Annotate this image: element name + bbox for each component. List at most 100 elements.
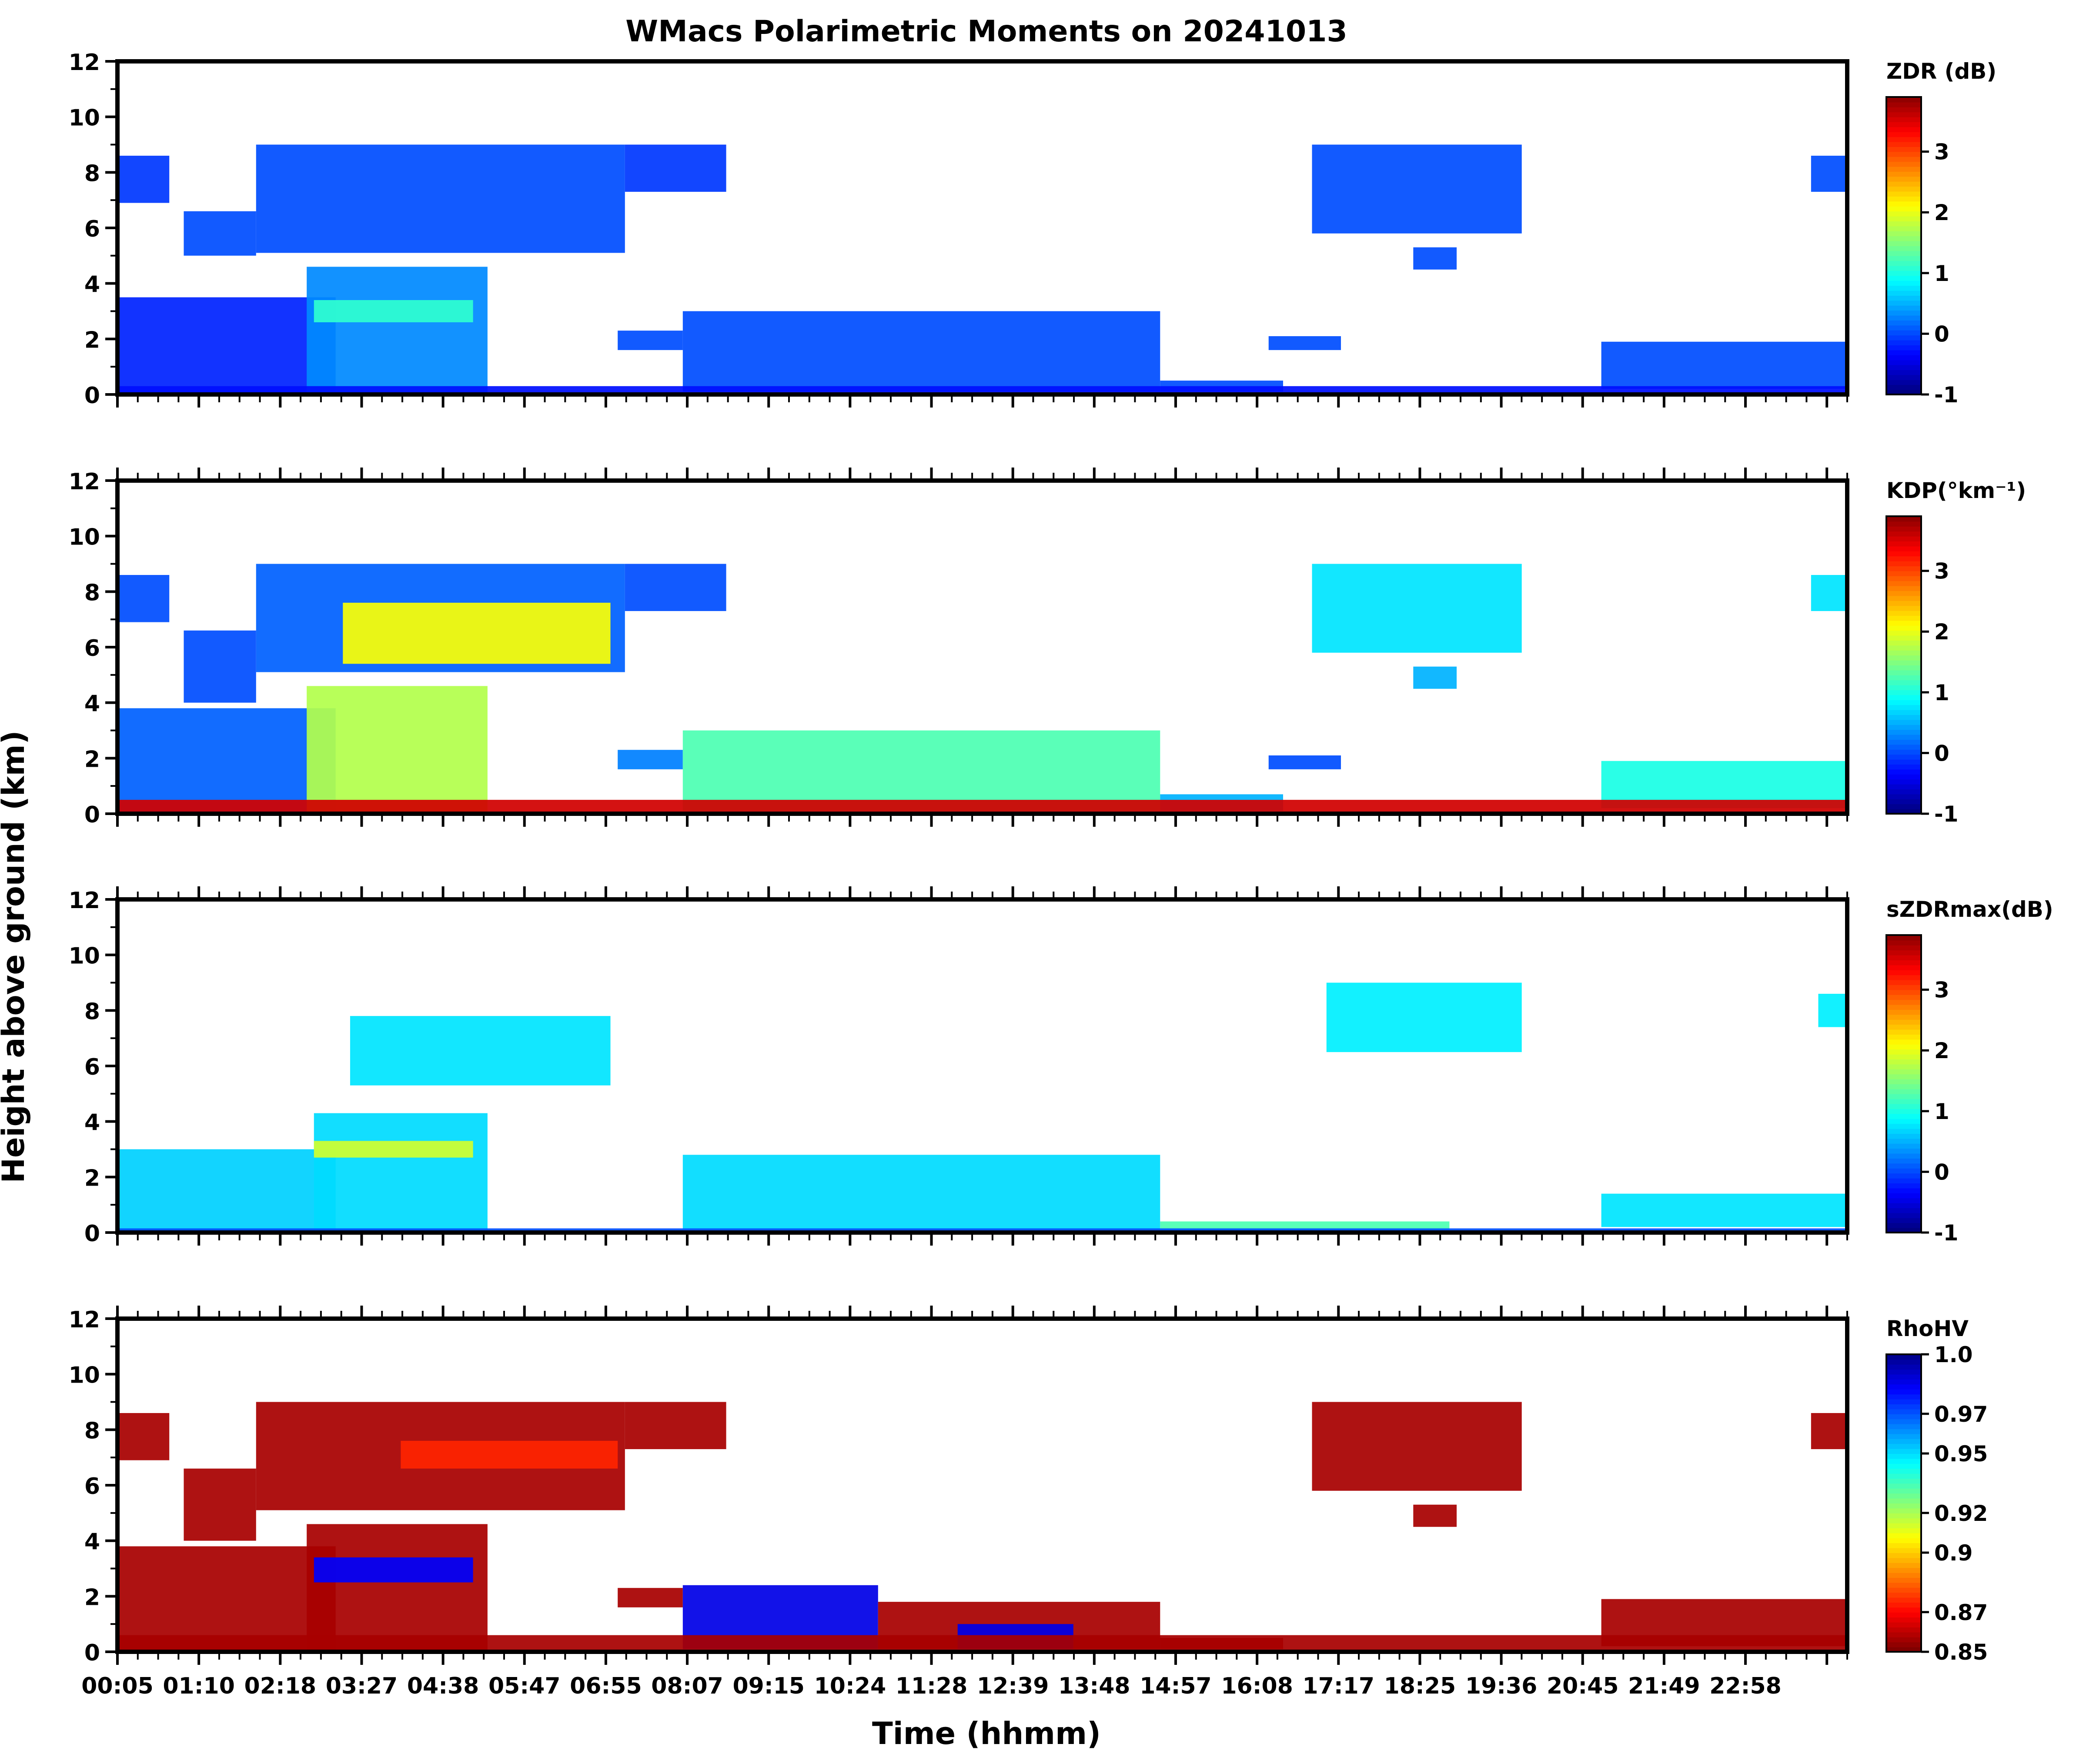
colorbar-segment xyxy=(1886,1453,1921,1459)
colorbar-segment xyxy=(1886,211,1921,217)
y-tick-label: 10 xyxy=(69,105,100,131)
colorbar-segment xyxy=(1886,808,1921,814)
colorbar-segment xyxy=(1886,216,1921,221)
echo-region xyxy=(118,1635,1847,1652)
colorbar-segment xyxy=(1886,1168,1921,1174)
x-tick-label: 21:49 xyxy=(1628,1673,1700,1699)
colorbar-segment xyxy=(1886,97,1921,103)
colorbar-segment xyxy=(1886,1543,1921,1548)
x-tick-label: 22:58 xyxy=(1709,1673,1782,1699)
colorbar-segment xyxy=(1886,1503,1921,1509)
colorbar-segment xyxy=(1886,1074,1921,1079)
y-tick-label: 6 xyxy=(84,1473,100,1500)
colorbar-segment xyxy=(1886,1093,1921,1099)
echo-region xyxy=(118,708,336,814)
colorbar-segment xyxy=(1886,1019,1921,1025)
colorbar-segment xyxy=(1886,171,1921,177)
colorbar-segment xyxy=(1886,1483,1921,1489)
colorbar-segment xyxy=(1886,1443,1921,1449)
colorbar-label: sZDRmax(dB) xyxy=(1886,897,2053,922)
colorbar-segment xyxy=(1886,615,1921,621)
colorbar-segment xyxy=(1886,521,1921,527)
colorbar-segment xyxy=(1886,251,1921,256)
colorbar-segment xyxy=(1886,374,1921,380)
colorbar-segment xyxy=(1886,1004,1921,1010)
colorbar-tick-label: 1.0 xyxy=(1934,1342,1973,1367)
colorbar-label: KDP(°km⁻¹) xyxy=(1886,478,2026,503)
colorbar-segment xyxy=(1886,156,1921,162)
colorbar-segment xyxy=(1886,1158,1921,1164)
colorbar-segment xyxy=(1886,660,1921,665)
echo-region xyxy=(682,311,1160,392)
colorbar-segment xyxy=(1886,1178,1921,1183)
colorbar-segment xyxy=(1886,1109,1921,1114)
colorbar-segment xyxy=(1886,131,1921,137)
colorbar-segment xyxy=(1886,541,1921,547)
colorbar-segment xyxy=(1886,241,1921,246)
x-tick-label: 08:07 xyxy=(651,1673,723,1699)
colorbar-segment xyxy=(1886,1557,1921,1563)
y-tick-label: 6 xyxy=(84,1054,100,1080)
colorbar-segment xyxy=(1886,1118,1921,1124)
x-tick-label: 16:08 xyxy=(1221,1673,1293,1699)
x-tick-label: 19:36 xyxy=(1465,1673,1538,1699)
echo-region xyxy=(314,1141,473,1158)
y-tick-label: 8 xyxy=(84,1418,100,1444)
echo-region xyxy=(307,1524,488,1652)
echo-region xyxy=(682,1155,1160,1230)
colorbar-segment xyxy=(1886,779,1921,785)
colorbar-tick-label: 2 xyxy=(1934,200,1949,225)
colorbar-segment xyxy=(1886,1547,1921,1553)
colorbar-segment xyxy=(1886,605,1921,611)
y-tick-label: 2 xyxy=(84,746,100,772)
x-tick-label: 05:47 xyxy=(488,1673,561,1699)
colorbar-segment xyxy=(1886,999,1921,1005)
colorbar-segment xyxy=(1886,1612,1921,1618)
colorbar-segment xyxy=(1886,940,1921,945)
colorbar-segment xyxy=(1886,285,1921,291)
colorbar-segment xyxy=(1886,1064,1921,1069)
y-tick-label: 12 xyxy=(69,888,100,914)
colorbar-segment xyxy=(1886,665,1921,671)
colorbar-segment xyxy=(1886,1069,1921,1075)
colorbar-segment xyxy=(1886,290,1921,296)
colorbar-segment xyxy=(1886,1642,1921,1647)
colorbar-segment xyxy=(1886,960,1921,966)
colorbar-segment xyxy=(1886,630,1921,636)
colorbar-segment xyxy=(1886,1099,1921,1104)
colorbar-segment xyxy=(1886,389,1921,395)
colorbar-segment xyxy=(1886,804,1921,809)
colorbar-segment xyxy=(1886,1223,1921,1228)
colorbar-segment xyxy=(1886,379,1921,385)
colorbar-segment xyxy=(1886,1198,1921,1203)
colorbar-segment xyxy=(1886,1183,1921,1189)
echo-region xyxy=(618,750,683,769)
colorbar-frame xyxy=(1885,515,1922,815)
y-tick-label: 4 xyxy=(84,272,100,298)
echo-region xyxy=(314,1557,473,1583)
colorbar-segment xyxy=(1886,176,1921,182)
colorbar-segment xyxy=(1886,226,1921,231)
colorbar-segment xyxy=(1886,1567,1921,1573)
colorbar-segment xyxy=(1886,566,1921,571)
echo-region xyxy=(1601,1193,1847,1227)
colorbar-segment xyxy=(1886,965,1921,970)
colorbar-segment xyxy=(1886,1582,1921,1588)
colorbar-segment xyxy=(1886,236,1921,241)
y-tick-label: 4 xyxy=(84,1529,100,1555)
echo-region xyxy=(1268,755,1341,769)
colorbar-segment xyxy=(1886,1458,1921,1464)
y-tick-label: 12 xyxy=(69,1307,100,1333)
x-tick-label: 14:57 xyxy=(1140,1673,1212,1699)
echo-region xyxy=(625,144,726,192)
colorbar-segment xyxy=(1886,1602,1921,1608)
colorbar-segment xyxy=(1886,794,1921,799)
colorbar-segment xyxy=(1886,1217,1921,1223)
colorbar-segment xyxy=(1886,729,1921,735)
echo-region xyxy=(184,630,256,703)
colorbar-label: ZDR (dB) xyxy=(1886,59,1996,84)
echo-region xyxy=(1312,144,1522,234)
colorbar-tick-label: 3 xyxy=(1934,140,1949,165)
colorbar-segment xyxy=(1886,271,1921,276)
colorbar-segment xyxy=(1886,1468,1921,1474)
